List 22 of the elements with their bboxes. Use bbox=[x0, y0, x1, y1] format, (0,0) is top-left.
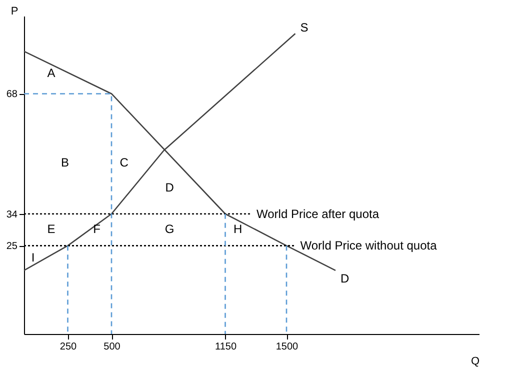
series-label: S bbox=[300, 20, 308, 35]
annotation: H bbox=[234, 222, 242, 236]
annotation: B bbox=[60, 155, 69, 170]
annotation: A bbox=[47, 66, 56, 80]
annotation: C bbox=[120, 155, 129, 170]
annotation: F bbox=[93, 222, 100, 236]
annotation: D bbox=[165, 180, 174, 195]
x-tick-label: 500 bbox=[104, 342, 121, 352]
annotation: G bbox=[164, 222, 174, 236]
y-tick-label: 34 bbox=[6, 209, 18, 220]
x-tick-label: 1150 bbox=[214, 342, 237, 352]
annotation: E bbox=[47, 222, 56, 236]
y-tick-label: 25 bbox=[6, 241, 18, 252]
y-axis-title: P bbox=[10, 6, 18, 18]
x-tick-label: 250 bbox=[60, 342, 78, 352]
x-axis-title: Q bbox=[470, 356, 480, 368]
y-tick-label: 68 bbox=[6, 89, 18, 100]
series-label: D bbox=[340, 271, 350, 286]
series-label: World Price without quota bbox=[300, 238, 438, 253]
x-tick-label: 1500 bbox=[276, 342, 299, 352]
annotation: I bbox=[31, 250, 35, 265]
series-label: World Price after quota bbox=[256, 206, 380, 221]
